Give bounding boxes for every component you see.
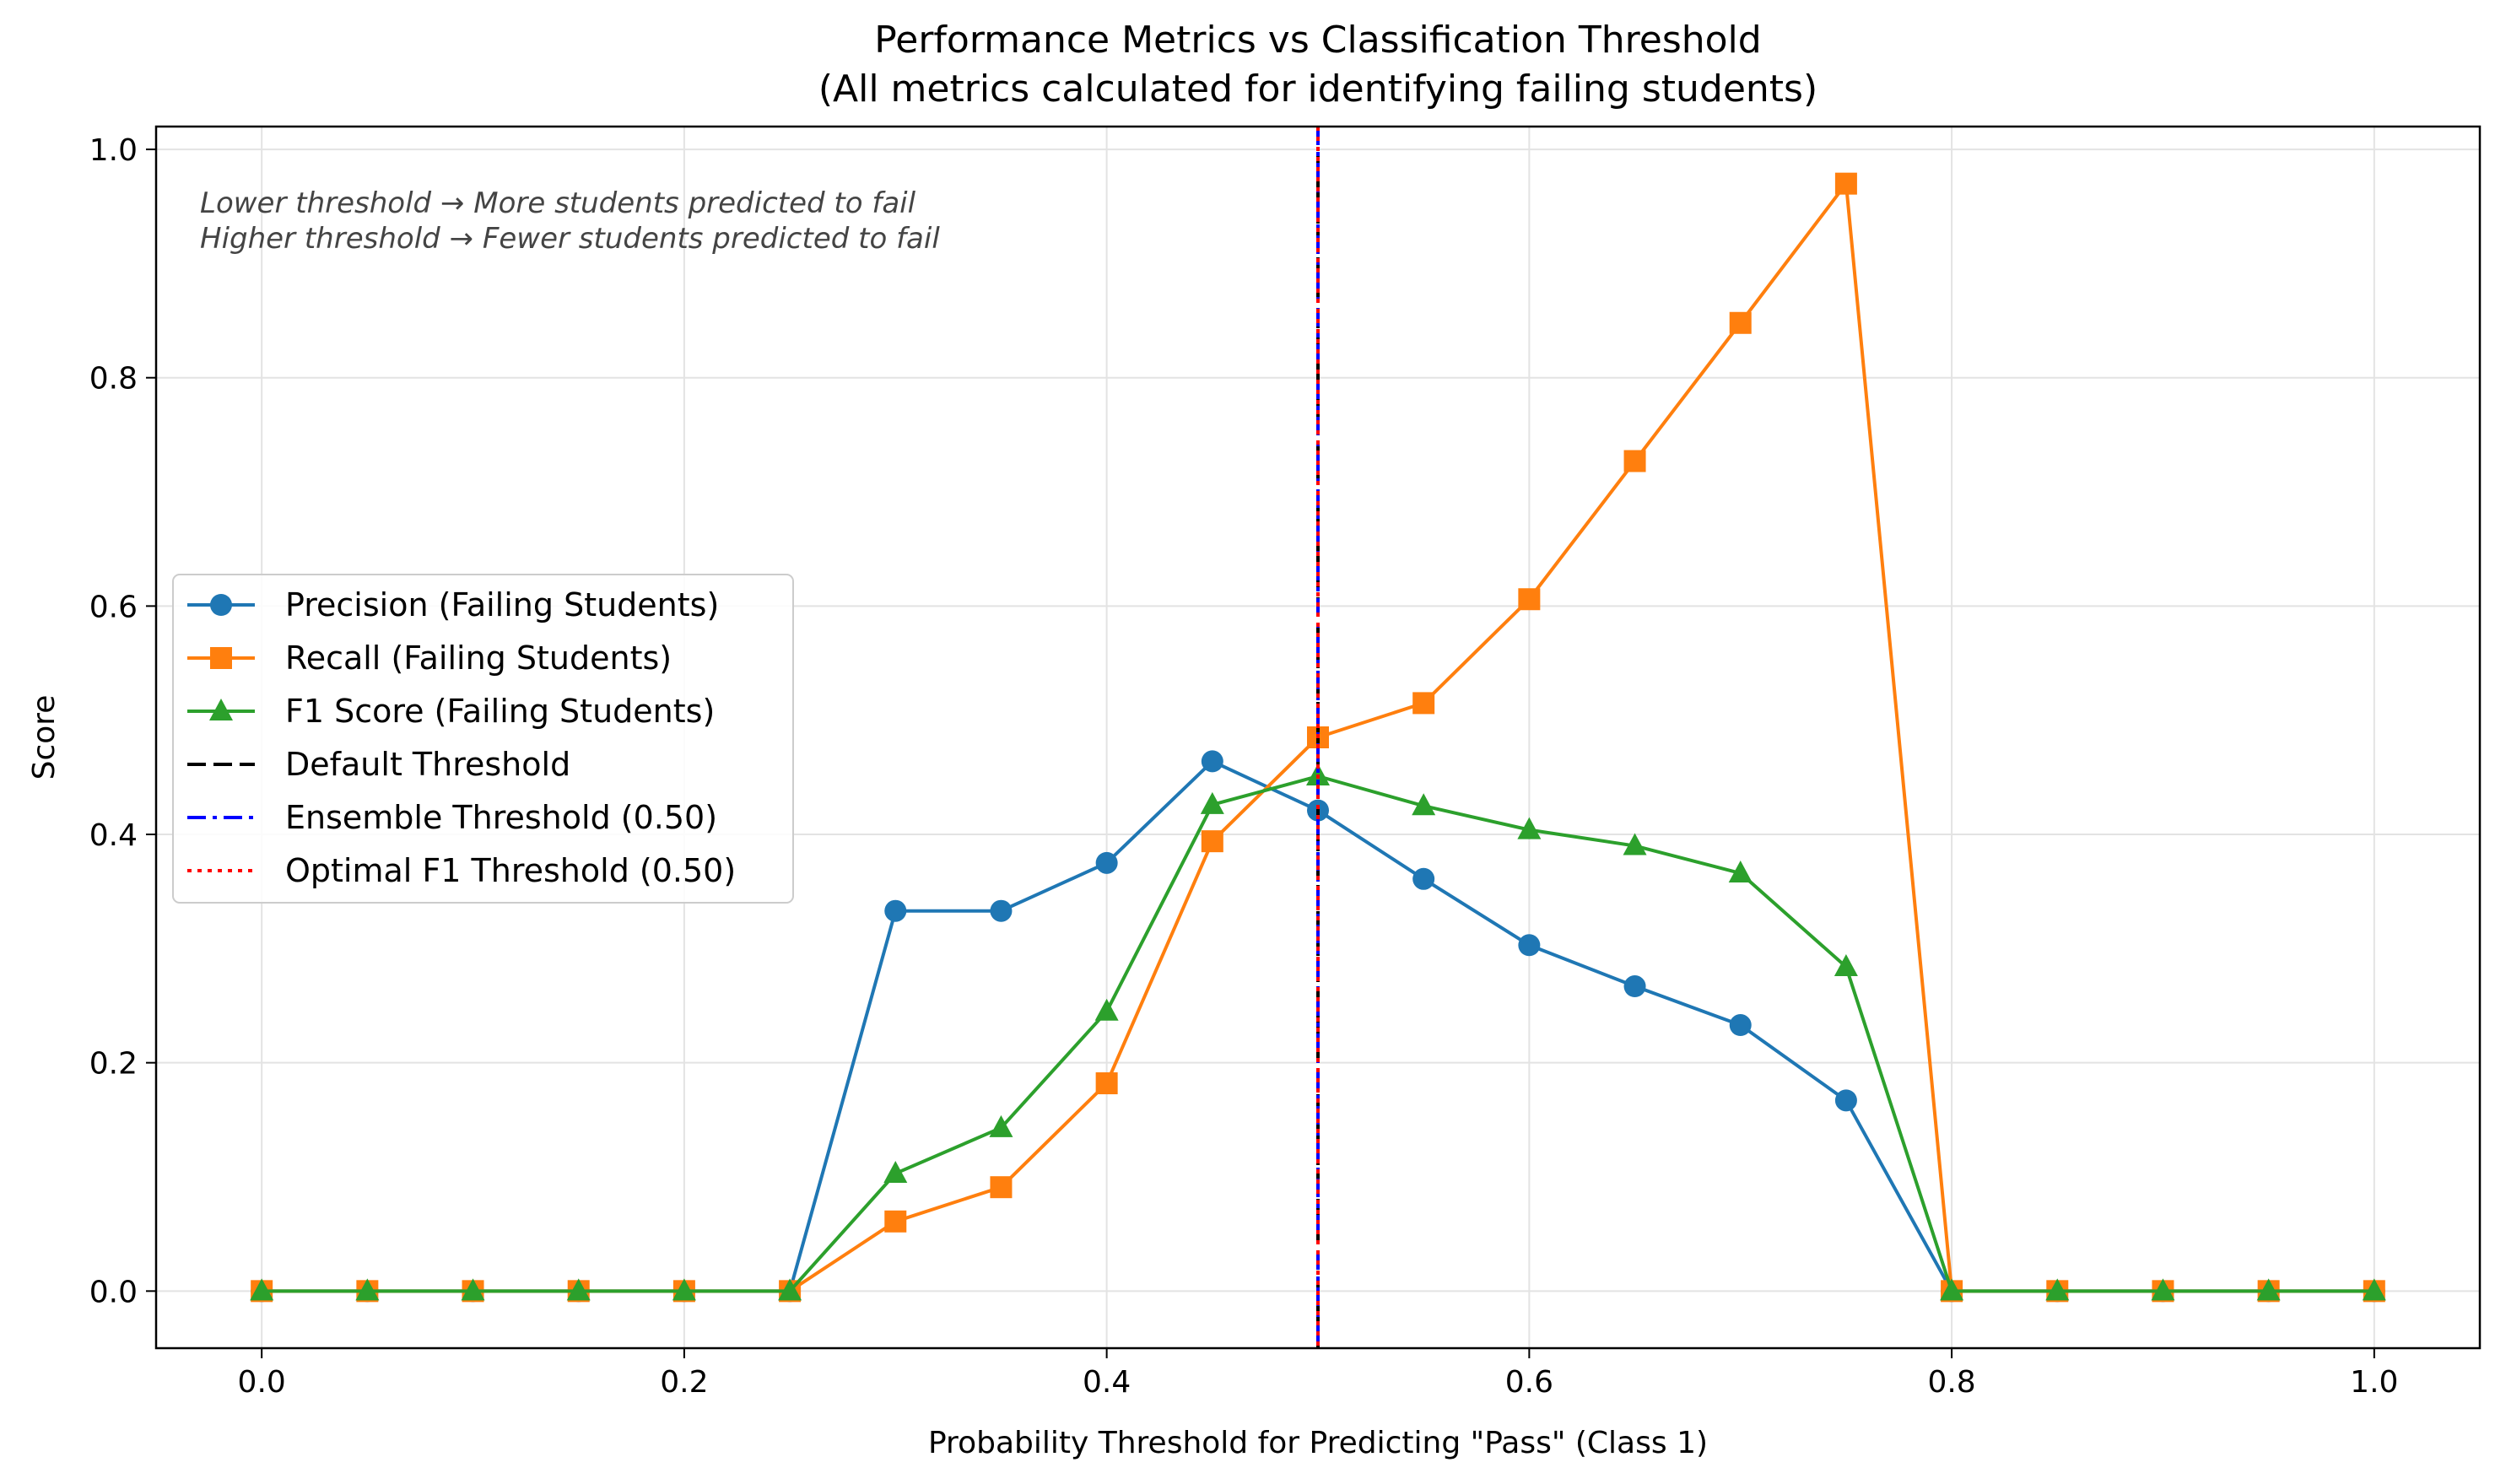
data-point — [1940, 1278, 1964, 1301]
data-point — [1834, 172, 1857, 195]
legend-entry: Optimal F1 Threshold (0.50) — [187, 852, 736, 889]
x-tick-label: 0.8 — [1927, 1365, 1975, 1400]
data-point — [989, 1114, 1013, 1137]
data-point — [2151, 1278, 2175, 1301]
y-tick-label: 0.2 — [89, 1047, 138, 1082]
y-tick-label: 0.0 — [89, 1275, 138, 1309]
data-point — [1412, 692, 1435, 715]
legend-label: Optimal F1 Threshold (0.50) — [285, 852, 736, 889]
data-point — [1517, 817, 1542, 839]
legend: Precision (Failing Students) Recall (Fail… — [172, 574, 794, 904]
data-point — [990, 1176, 1013, 1199]
legend-entry: Recall (Failing Students) — [187, 639, 672, 677]
data-point — [461, 1278, 485, 1301]
legend-label: Recall (Failing Students) — [285, 639, 672, 677]
data-point — [250, 1278, 274, 1301]
data-point — [1200, 791, 1224, 814]
legend-box — [172, 574, 794, 904]
y-axis-ticks: 0.0 0.2 0.4 0.6 0.8 1.0 — [89, 133, 156, 1309]
data-point — [884, 899, 907, 922]
data-point — [2256, 1278, 2281, 1301]
legend-entry: Precision (Failing Students) — [187, 586, 719, 623]
data-point — [1201, 830, 1223, 853]
data-point — [1412, 867, 1435, 890]
legend-marker — [209, 699, 233, 720]
data-point — [883, 1160, 908, 1183]
legend-entry: Ensemble Threshold (0.50) — [187, 799, 717, 836]
legend-label: Ensemble Threshold (0.50) — [285, 799, 717, 836]
data-point — [990, 899, 1013, 922]
legend-label: Precision (Failing Students) — [285, 586, 719, 623]
data-point — [1412, 793, 1436, 816]
x-axis-ticks: 0.0 0.2 0.4 0.6 0.8 1.0 — [238, 1348, 2398, 1400]
legend-marker — [210, 594, 232, 616]
data-point — [778, 1278, 802, 1301]
data-point — [355, 1278, 380, 1301]
data-point — [1834, 1089, 1857, 1112]
data-point — [1729, 1014, 1752, 1037]
chart-title: Performance Metrics vs Classification Th… — [874, 19, 1761, 62]
legend-entry: Default Threshold — [187, 746, 570, 783]
chart-subtitle: (All metrics calculated for identifying … — [818, 67, 1817, 111]
data-point — [1728, 861, 1753, 883]
data-point — [672, 1278, 696, 1301]
data-point — [566, 1278, 591, 1301]
annotation-higher-threshold: Higher threshold → Fewer students predic… — [200, 222, 940, 256]
data-point — [1095, 851, 1118, 874]
y-tick-label: 0.8 — [89, 362, 138, 397]
data-point — [2045, 1278, 2070, 1301]
legend-marker — [210, 647, 232, 669]
legend-label: F1 Score (Failing Students) — [285, 693, 715, 730]
data-point — [1201, 750, 1223, 773]
legend-entry: F1 Score (Failing Students) — [187, 693, 715, 730]
data-point — [1095, 1072, 1118, 1095]
annotation-lower-threshold: Lower threshold → More students predicte… — [200, 186, 916, 220]
data-point — [1518, 588, 1541, 611]
series-layer — [250, 172, 2386, 1303]
plot-frame — [154, 125, 2482, 1350]
legend-label: Default Threshold — [285, 746, 570, 783]
x-tick-label: 1.0 — [2350, 1365, 2398, 1400]
data-point — [1623, 833, 1647, 855]
data-point — [2362, 1278, 2386, 1301]
y-axis-label: Score — [27, 695, 62, 780]
data-point — [1623, 450, 1646, 472]
x-tick-label: 0.4 — [1083, 1365, 1131, 1400]
x-axis-label: Probability Threshold for Predicting "Pa… — [928, 1426, 1708, 1460]
data-point — [884, 1210, 907, 1233]
x-tick-label: 0.6 — [1505, 1365, 1553, 1400]
x-tick-label: 0.0 — [238, 1365, 286, 1400]
data-point — [1094, 998, 1119, 1021]
data-point — [1518, 934, 1541, 957]
data-point — [1834, 954, 1858, 977]
y-tick-label: 0.4 — [89, 818, 138, 853]
y-tick-label: 1.0 — [89, 133, 138, 168]
data-point — [1623, 975, 1646, 998]
data-point — [1729, 311, 1752, 334]
x-tick-label: 0.2 — [660, 1365, 708, 1400]
y-tick-label: 0.6 — [89, 590, 138, 624]
